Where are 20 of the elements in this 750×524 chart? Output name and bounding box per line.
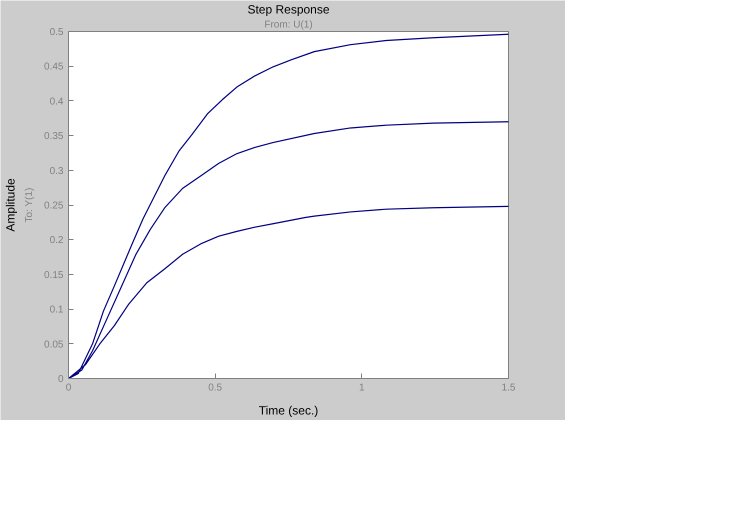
y-tick-label: 0.3 bbox=[50, 166, 64, 177]
x-tick-label: 0 bbox=[66, 382, 72, 394]
y-tick-label: 0.45 bbox=[44, 62, 64, 73]
y-tick-label: 0.15 bbox=[44, 270, 64, 281]
x-tick-label: 0.5 bbox=[208, 382, 223, 394]
y-tick-label: 0.35 bbox=[44, 131, 64, 142]
x-tick-label: 1 bbox=[359, 382, 366, 394]
y-axis-title: Amplitude bbox=[4, 178, 18, 232]
y-tick-label: 0.05 bbox=[44, 339, 64, 350]
chart-subtitle: From: U(1) bbox=[264, 20, 313, 30]
y-tick-label: 0.4 bbox=[50, 96, 64, 108]
y-tick-label: 0.5 bbox=[50, 27, 64, 38]
y-tick-label: 0.2 bbox=[50, 235, 64, 246]
text: To: Y(1) bbox=[24, 188, 36, 223]
y-tick-label: 0.25 bbox=[44, 200, 64, 212]
x-tick-label: 1.5 bbox=[502, 382, 516, 394]
y-tick-label: 0.1 bbox=[50, 304, 64, 316]
x-axis-title: Time (sec.) bbox=[258, 404, 318, 418]
chart-title: Step Response bbox=[247, 2, 330, 16]
y-tick-label: 0 bbox=[58, 374, 64, 385]
